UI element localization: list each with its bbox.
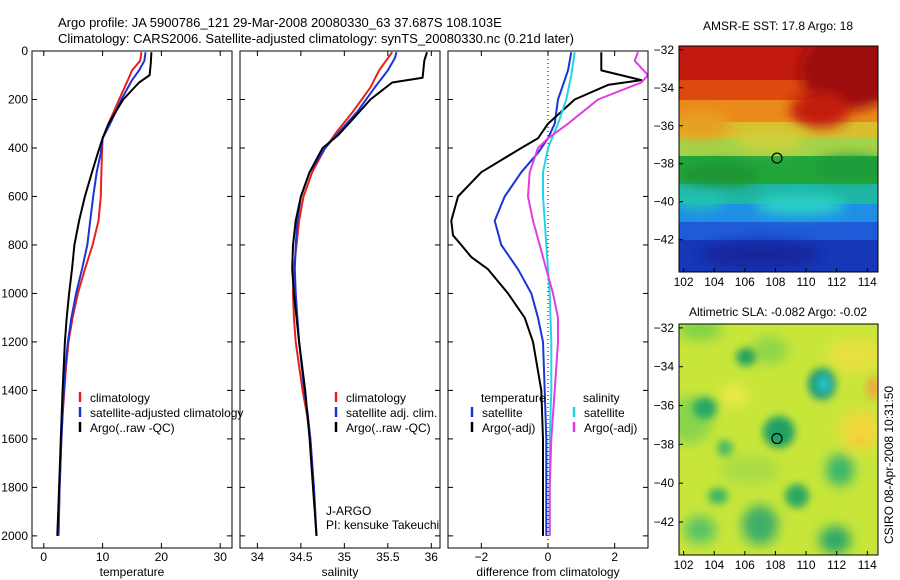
map-x-tick-label: 106 [735, 275, 755, 289]
y-tick-label: 400 [8, 141, 28, 155]
x-tick-label: 35 [338, 550, 352, 564]
sla-map-panel: Altimetric SLA: -0.082 Argo: -0.02 102 10… [654, 305, 879, 572]
profile-panel-temperature: 0 10 20 30 temperature 0 200 400 600 800 1000 1200 1… [1, 44, 243, 579]
figure-title-line2: Climatology: CARS2006. Satellite-adjuste… [58, 31, 574, 46]
series-line-salinity-argo-adj- [527, 51, 648, 536]
legend-entry: Argo(..raw -QC) [90, 421, 175, 435]
series-line-satellite-adj-clim- [293, 51, 398, 536]
map-x-tick-label: 102 [674, 275, 694, 289]
institution-annotation: J-ARGO [326, 504, 371, 518]
map-y-tick-label: −34 [654, 81, 675, 95]
map-x-tick-label: 108 [765, 558, 785, 572]
y-tick-label: 2000 [1, 529, 28, 543]
axes-frame [31, 50, 233, 549]
map-x-tick-label: 112 [827, 275, 846, 289]
legend-group-title: temperature [481, 391, 546, 405]
sst-axes-frame [678, 45, 879, 273]
map-x-tick-label: 106 [735, 558, 755, 572]
argo-position-marker-sla [771, 432, 783, 445]
map-y-tick-label: −42 [654, 233, 675, 247]
sla-map-title: Altimetric SLA: -0.082 Argo: -0.02 [689, 305, 867, 319]
x-axis-label: salinity [322, 565, 359, 579]
legend-entry: Argo(-adj) [482, 421, 535, 435]
map-y-tick-label: −32 [654, 43, 675, 57]
y-tick-label: 800 [8, 238, 28, 252]
x-tick-label: 35.5 [376, 550, 400, 564]
map-x-tick-label: 104 [704, 558, 724, 572]
map-y-tick-label: −36 [654, 119, 675, 133]
legend-entry: satellite-adjusted climatology [90, 406, 243, 420]
map-y-tick-label: −40 [654, 195, 675, 209]
x-tick-label: 0 [545, 550, 552, 564]
series-line-argo-raw-qc- [56, 52, 153, 536]
y-tick-label: 200 [8, 92, 28, 106]
series-line-climatology [57, 52, 143, 536]
x-tick-label: 2 [611, 550, 618, 564]
map-x-tick-label: 112 [827, 558, 846, 572]
legend-entry: climatology [346, 391, 406, 405]
x-tick-label: 10 [96, 550, 110, 564]
series-line-temperature-argo-adj- [450, 52, 643, 536]
map-x-tick-label: 114 [858, 558, 877, 572]
figure-title-line1: Argo profile: JA 5900786_121 29-Mar-2008… [58, 15, 502, 30]
legend-entry: Argo(..raw -QC) [346, 421, 431, 435]
y-tick-label: 1400 [1, 383, 28, 397]
y-tick-label: 1000 [1, 286, 28, 300]
x-axis-label: temperature [100, 565, 165, 579]
argo-position-marker-sst [771, 152, 783, 164]
legend-entry: satellite adj. clim. [346, 406, 437, 420]
series-line-argo-raw-qc- [291, 51, 428, 536]
y-tick-label: 1200 [1, 335, 28, 349]
sst-map-panel: AMSR-E SST: 17.8 Argo: 18 102 104 106 108 11… [654, 19, 879, 289]
map-x-tick-label: 102 [674, 558, 694, 572]
map-y-tick-label: −38 [654, 157, 675, 171]
x-tick-label: 34 [251, 550, 265, 564]
sst-heatmap [679, 46, 878, 272]
y-tick-label: 1800 [1, 480, 28, 494]
timestamp-note: CSIRO 08-Apr-2008 10:31:50 [882, 386, 896, 544]
map-x-tick-label: 104 [704, 275, 724, 289]
map-y-tick-label: −36 [654, 399, 675, 413]
map-x-tick-label: 108 [765, 275, 785, 289]
map-y-tick-label: −40 [654, 476, 675, 490]
x-tick-label: 0 [40, 550, 47, 564]
x-tick-label: 20 [155, 550, 169, 564]
y-tick-label: 1600 [1, 432, 28, 446]
x-tick-label: 36 [425, 550, 439, 564]
series-line-satellite-adjusted-climatology [57, 52, 147, 536]
map-y-tick-label: −34 [654, 360, 675, 374]
series-line-climatology [292, 51, 394, 536]
y-tick-label: 0 [21, 44, 28, 58]
profile-panel-salinity: 34 34.5 35 35.5 36 salinity climatologysatelli… [239, 50, 441, 579]
series-line-salinity-satellite [542, 52, 576, 536]
legend-entry: satellite [482, 406, 523, 420]
y-tick-label: 600 [8, 189, 28, 203]
x-tick-label: 34.5 [289, 550, 313, 564]
institution-annotation: PI: kensuke Takeuchi [326, 518, 439, 532]
legend-entry: climatology [90, 391, 150, 405]
series-line-temperature-satellite [493, 52, 573, 536]
x-tick-label: −2 [474, 550, 488, 564]
map-y-tick-label: −42 [654, 515, 675, 529]
sla-axes-frame [678, 323, 879, 556]
sst-map-title: AMSR-E SST: 17.8 Argo: 18 [703, 19, 853, 33]
legend-entry: satellite [584, 406, 625, 420]
x-axis-label: difference from climatology [476, 565, 619, 579]
x-tick-label: 30 [214, 550, 228, 564]
map-y-tick-label: −32 [654, 321, 675, 335]
legend-entry: Argo(-adj) [584, 421, 637, 435]
map-x-tick-label: 110 [796, 558, 815, 572]
sla-heatmap [679, 324, 878, 555]
map-x-tick-label: 114 [858, 275, 877, 289]
map-y-tick-label: −38 [654, 437, 675, 451]
map-x-tick-label: 110 [796, 275, 815, 289]
axes-frame [239, 50, 441, 549]
legend-group-title: salinity [583, 391, 620, 405]
